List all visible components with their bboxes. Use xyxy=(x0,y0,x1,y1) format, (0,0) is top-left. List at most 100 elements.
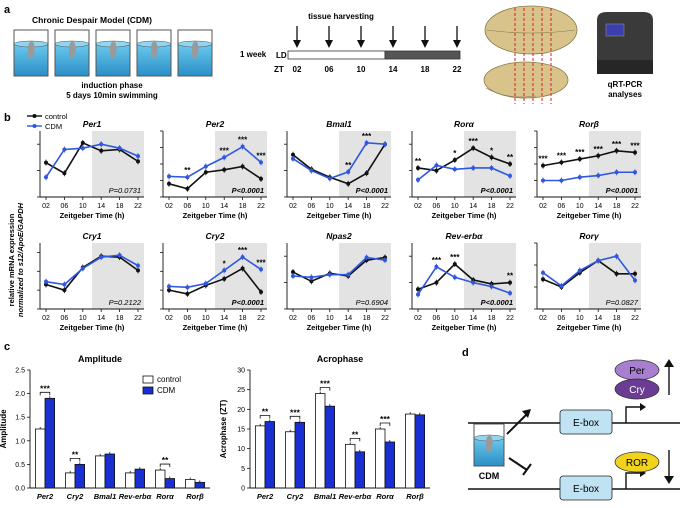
bar-category-label: Rorα xyxy=(376,492,394,501)
data-point-cdm xyxy=(633,170,637,175)
inhibit-bar xyxy=(522,463,532,476)
x-tick-label: 14 xyxy=(97,315,105,322)
significance-stars: *** xyxy=(450,253,460,262)
x-tick-label: 10 xyxy=(576,203,584,210)
data-point-control xyxy=(596,153,601,158)
x-axis-label: Zeitgeber Time (h) xyxy=(307,323,372,332)
panel-c-letter: c xyxy=(4,341,10,353)
data-point-cdm xyxy=(508,173,512,178)
data-point-cdm xyxy=(44,279,48,284)
data-point-control xyxy=(291,152,295,157)
data-point-control xyxy=(346,181,351,186)
bar-chart-amplitude: Amplitude 0.0 0.5 1.0 1.5 2.0 2.5 Amplitude Per2… xyxy=(0,354,210,501)
data-point-control xyxy=(44,160,48,165)
data-point-cdm xyxy=(62,282,67,287)
bar-chart-title: Amplitude xyxy=(78,354,122,364)
significance-stars: *** xyxy=(380,414,391,424)
line-chart-8: Npas2 02 06 10 14 18 22 Zeitgeber Time (h) P=0.6… xyxy=(284,231,391,332)
significance-stars: ** xyxy=(72,449,79,459)
legend-cdm: CDM xyxy=(45,122,62,131)
p-value: P<0.0001 xyxy=(356,186,388,195)
model-title: Chronic Despair Model (CDM) xyxy=(32,15,152,25)
x-tick-label: 14 xyxy=(97,203,105,210)
data-point-control xyxy=(364,171,369,176)
y-tick-label: 1.0 xyxy=(15,438,25,445)
bar-category-label: Bmal1 xyxy=(94,492,117,501)
data-point-control xyxy=(203,170,208,175)
data-point-control xyxy=(167,181,171,186)
significance-stars: *** xyxy=(362,132,372,141)
x-tick-label: 02 xyxy=(165,315,173,322)
x-tick-label: 02 xyxy=(289,315,297,322)
bar-category-label: Rev-erbα xyxy=(119,492,152,501)
y-tick-label: 20 xyxy=(237,407,245,414)
significance-stars: *** xyxy=(557,151,567,160)
x-tick-label: 10 xyxy=(451,315,459,322)
upper-ebox-label: E-box xyxy=(573,418,599,429)
bar-cdm xyxy=(104,453,116,489)
data-point-cdm xyxy=(117,253,122,258)
bar-control xyxy=(35,428,46,489)
data-point-control xyxy=(416,165,420,170)
series-line-cdm xyxy=(168,145,262,179)
data-point-cdm xyxy=(259,160,263,165)
dark-phase-shade xyxy=(589,131,641,197)
data-point-control xyxy=(136,159,140,164)
data-point-control xyxy=(633,271,637,276)
bar-control xyxy=(344,443,356,489)
data-point-control xyxy=(471,146,476,151)
line-chart-10: Rorγ 02 06 10 14 18 22 Zeitgeber Time (h) P=0.08… xyxy=(534,231,641,332)
x-tick-label: 14 xyxy=(594,315,602,322)
significance-stars: * xyxy=(490,146,494,155)
bar-control xyxy=(125,472,136,489)
chart-title: Rorβ xyxy=(579,119,599,129)
ylabel-line-1: relative mRNA expression xyxy=(7,213,16,306)
x-tick-label: 14 xyxy=(344,315,352,322)
data-point-control xyxy=(489,155,494,160)
zt-tick-10: 10 xyxy=(357,65,366,74)
x-tick-label: 06 xyxy=(433,203,441,210)
significance-bracket xyxy=(379,422,391,426)
x-tick-label: 02 xyxy=(539,203,547,210)
p-value: P<0.0001 xyxy=(232,186,264,195)
series-line-cdm xyxy=(292,142,386,180)
zt-tick-02: 02 xyxy=(293,65,302,74)
beaker-3 xyxy=(95,29,131,77)
panel-a-letter: a xyxy=(4,4,11,16)
p-value: P=0.0731 xyxy=(109,186,141,195)
x-tick-label: 18 xyxy=(613,203,621,210)
data-point-control xyxy=(167,288,171,293)
panel-d-letter: d xyxy=(462,347,469,359)
bar-cdm xyxy=(414,414,426,489)
significance-bracket xyxy=(259,415,271,419)
y-tick-label: 0.0 xyxy=(15,486,25,493)
x-tick-label: 06 xyxy=(184,203,192,210)
x-tick-label: 10 xyxy=(79,315,87,322)
x-tick-label: 10 xyxy=(326,203,334,210)
significance-stars: ** xyxy=(352,429,359,439)
data-point-cdm xyxy=(185,285,190,290)
data-point-cdm xyxy=(136,154,140,159)
data-point-cdm xyxy=(136,263,140,268)
x-tick-label: 22 xyxy=(257,203,265,210)
data-point-cdm xyxy=(452,167,457,172)
y-tick-label: 10 xyxy=(237,446,245,453)
dark-phase-shade xyxy=(464,243,516,309)
harvest-arrow-head-10 xyxy=(357,40,365,48)
significance-stars: *** xyxy=(469,137,479,146)
dark-phase-shade xyxy=(215,131,267,197)
data-point-control xyxy=(416,287,420,292)
x-tick-label: 06 xyxy=(184,315,192,322)
series-line-cdm xyxy=(417,164,511,181)
y-tick-label: 0 xyxy=(241,486,245,493)
x-tick-label: 10 xyxy=(79,203,87,210)
harvest-arrows xyxy=(293,26,461,48)
data-point-control xyxy=(559,160,564,165)
line-chart-9: Rev-erbα 02 06 10 14 18 22 Zeitgeber Time (h) **… xyxy=(409,231,516,332)
qpcr-machine-icon xyxy=(597,12,653,74)
x-axis-label: Zeitgeber Time (h) xyxy=(60,323,125,332)
data-point-cdm xyxy=(259,267,263,272)
x-tick-label: 02 xyxy=(289,203,297,210)
